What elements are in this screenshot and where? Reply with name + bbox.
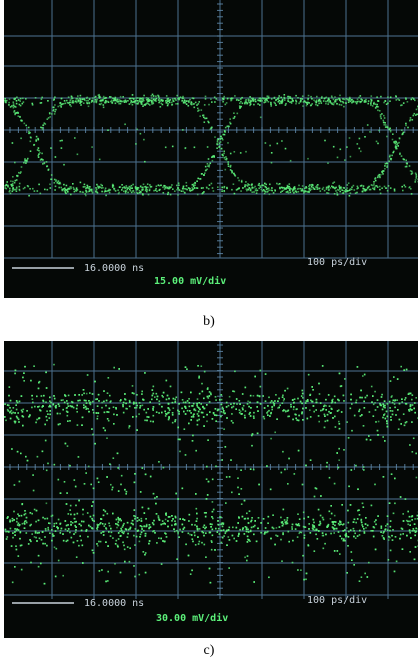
oscilloscope-screen-b: 16.0000 ns 100 ps/div 15.00 mV/div <box>4 0 418 298</box>
eye-diagram-c: 16.0000 ns 100 ps/div 30.00 mV/div <box>4 341 418 624</box>
timebase-readout-b: 16.0000 ns <box>84 263 144 274</box>
figure-caption-c: c) <box>203 643 215 658</box>
eye-diagram-b: 16.0000 ns 100 ps/div 15.00 mV/div <box>4 0 418 287</box>
time-per-div-readout-b: 100 ps/div <box>307 257 367 268</box>
time-per-div-readout-c: 100 ps/div <box>307 595 367 606</box>
eye-trace-b <box>4 93 418 197</box>
timebase-readout-c: 16.0000 ns <box>84 598 144 609</box>
center-axis-ticks-c <box>9 344 414 596</box>
oscilloscope-screen-c: 16.0000 ns 100 ps/div 30.00 mV/div <box>4 341 418 638</box>
volts-per-div-readout-b: 15.00 mV/div <box>154 275 226 287</box>
eye-trace-c <box>4 363 418 585</box>
scope-grid-c <box>4 341 418 599</box>
center-axis-ticks-b <box>9 3 414 255</box>
volts-per-div-readout-c: 30.00 mV/div <box>156 612 228 624</box>
figure-caption-b: b) <box>203 314 215 329</box>
